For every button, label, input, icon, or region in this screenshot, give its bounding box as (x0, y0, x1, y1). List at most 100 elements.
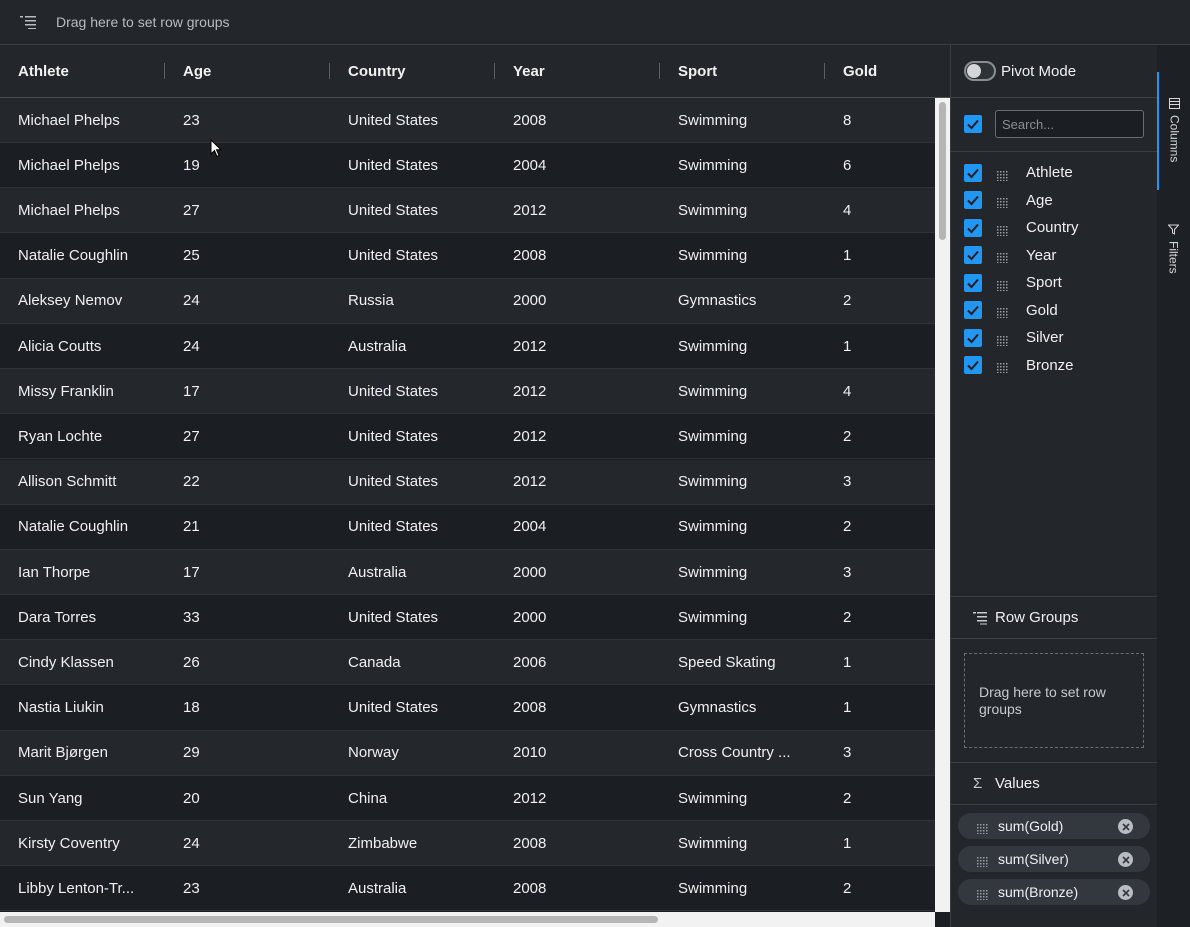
cell-age[interactable]: 23 (183, 879, 200, 897)
drag-handle-icon[interactable] (997, 223, 1009, 237)
cell-year[interactable]: 2012 (513, 473, 547, 491)
value-pill[interactable]: sum(Bronze) (958, 879, 1150, 905)
cell-sport[interactable]: Swimming (678, 337, 748, 355)
cell-year[interactable]: 2004 (513, 518, 547, 536)
cell-sport[interactable]: Swimming (678, 382, 748, 400)
cell-athlete[interactable]: Kirsty Coventry (18, 834, 120, 852)
cell-country[interactable]: United States (348, 247, 439, 265)
horizontal-scroll-thumb[interactable] (4, 916, 658, 923)
cell-athlete[interactable]: Michael Phelps (18, 156, 120, 174)
value-pill[interactable]: sum(Silver) (958, 846, 1150, 872)
table-row[interactable]: Natalie Coughlin 25 United States 2008 Swimm… (0, 233, 935, 279)
cell-age[interactable]: 24 (183, 292, 200, 310)
column-list-item-year[interactable]: Year (951, 242, 1157, 270)
cell-sport[interactable]: Swimming (678, 473, 748, 491)
cell-country[interactable]: United States (348, 111, 439, 129)
pivot-mode-toggle[interactable] (964, 61, 996, 81)
cell-year[interactable]: 2012 (513, 789, 547, 807)
column-resize-handle[interactable] (164, 63, 165, 79)
cell-year[interactable]: 2008 (513, 247, 547, 265)
cell-athlete[interactable]: Dara Torres (18, 608, 97, 626)
cell-year[interactable]: 2012 (513, 382, 547, 400)
cell-year[interactable]: 2008 (513, 699, 547, 717)
table-row[interactable]: Natalie Coughlin 21 United States 2004 Swimm… (0, 504, 935, 550)
tab-filters[interactable]: Filters (1157, 224, 1190, 304)
table-row[interactable]: Cindy Klassen 26 Canada 2006 Speed Skating 1 (0, 640, 935, 686)
cell-age[interactable]: 24 (183, 834, 200, 852)
column-list-item-bronze[interactable]: Bronze (951, 352, 1157, 380)
cell-year[interactable]: 2000 (513, 292, 547, 310)
cell-country[interactable]: China (348, 789, 388, 807)
vertical-scrollbar[interactable] (935, 98, 950, 913)
cell-country[interactable]: United States (348, 382, 439, 400)
column-search-input[interactable] (995, 110, 1144, 138)
cell-athlete[interactable]: Libby Lenton-Tr... (18, 879, 135, 897)
cell-year[interactable]: 2006 (513, 653, 547, 671)
cell-sport[interactable]: Speed Skating (678, 653, 776, 671)
column-checkbox[interactable] (964, 163, 982, 182)
cell-gold[interactable]: 4 (843, 382, 852, 400)
cell-year[interactable]: 2008 (513, 879, 547, 897)
cell-country[interactable]: Canada (348, 653, 401, 671)
header-age[interactable]: Age (183, 63, 212, 80)
cell-sport[interactable]: Swimming (678, 518, 748, 536)
drag-handle-icon[interactable] (997, 250, 1009, 264)
cell-gold[interactable]: 4 (843, 201, 852, 219)
column-resize-handle[interactable] (824, 63, 825, 79)
cell-gold[interactable]: 1 (843, 247, 852, 265)
cell-age[interactable]: 21 (183, 518, 200, 536)
cell-sport[interactable]: Swimming (678, 156, 748, 174)
cell-athlete[interactable]: Natalie Coughlin (18, 518, 129, 536)
cell-gold[interactable]: 1 (843, 653, 852, 671)
cell-gold[interactable]: 2 (843, 292, 852, 310)
drag-handle-icon[interactable] (997, 195, 1009, 209)
cell-year[interactable]: 2000 (513, 563, 547, 581)
cell-age[interactable]: 24 (183, 337, 200, 355)
cell-gold[interactable]: 2 (843, 608, 852, 626)
drag-handle-icon[interactable] (997, 333, 1009, 347)
cell-year[interactable]: 2012 (513, 201, 547, 219)
column-resize-handle[interactable] (329, 63, 330, 79)
column-list-item-silver[interactable]: Silver (951, 324, 1157, 352)
cell-sport[interactable]: Swimming (678, 563, 748, 581)
cell-gold[interactable]: 2 (843, 879, 852, 897)
cell-gold[interactable]: 1 (843, 834, 852, 852)
table-row[interactable]: Libby Lenton-Tr... 23 Australia 2008 Swimmin… (0, 866, 935, 912)
table-row[interactable]: Nastia Liukin 18 United States 2008 Gymnasti… (0, 685, 935, 731)
drag-handle-icon[interactable] (997, 168, 1009, 182)
cell-country[interactable]: Australia (348, 337, 407, 355)
cell-year[interactable]: 2010 (513, 744, 547, 762)
header-year[interactable]: Year (513, 63, 545, 80)
table-row[interactable]: Michael Phelps 27 United States 2012 Swimmin… (0, 188, 935, 234)
drag-handle-icon[interactable] (977, 821, 989, 835)
cell-country[interactable]: United States (348, 156, 439, 174)
cell-age[interactable]: 17 (183, 382, 200, 400)
cell-sport[interactable]: Swimming (678, 789, 748, 807)
cell-sport[interactable]: Swimming (678, 201, 748, 219)
cell-gold[interactable]: 2 (843, 518, 852, 536)
header-athlete[interactable]: Athlete (18, 63, 69, 80)
cell-age[interactable]: 22 (183, 473, 200, 491)
cell-sport[interactable]: Swimming (678, 834, 748, 852)
drag-handle-icon[interactable] (977, 887, 989, 901)
cell-athlete[interactable]: Missy Franklin (18, 382, 114, 400)
column-list-item-age[interactable]: Age (951, 187, 1157, 215)
cell-age[interactable]: 33 (183, 608, 200, 626)
row-groups-drop-zone[interactable]: Drag here to set row groups (964, 653, 1144, 748)
cell-country[interactable]: United States (348, 518, 439, 536)
cell-age[interactable]: 27 (183, 201, 200, 219)
cell-year[interactable]: 2008 (513, 111, 547, 129)
cell-athlete[interactable]: Cindy Klassen (18, 653, 114, 671)
cell-gold[interactable]: 2 (843, 789, 852, 807)
remove-value-icon[interactable] (1118, 819, 1133, 834)
cell-athlete[interactable]: Michael Phelps (18, 201, 120, 219)
cell-year[interactable]: 2012 (513, 337, 547, 355)
table-row[interactable]: Ian Thorpe 17 Australia 2000 Swimming 3 (0, 550, 935, 595)
column-checkbox[interactable] (964, 273, 982, 292)
cell-athlete[interactable]: Marit Bjørgen (18, 744, 109, 762)
cell-country[interactable]: United States (348, 699, 439, 717)
drag-handle-icon[interactable] (977, 854, 989, 868)
header-gold[interactable]: Gold (843, 63, 878, 80)
cell-athlete[interactable]: Allison Schmitt (18, 473, 117, 491)
cell-sport[interactable]: Swimming (678, 879, 748, 897)
